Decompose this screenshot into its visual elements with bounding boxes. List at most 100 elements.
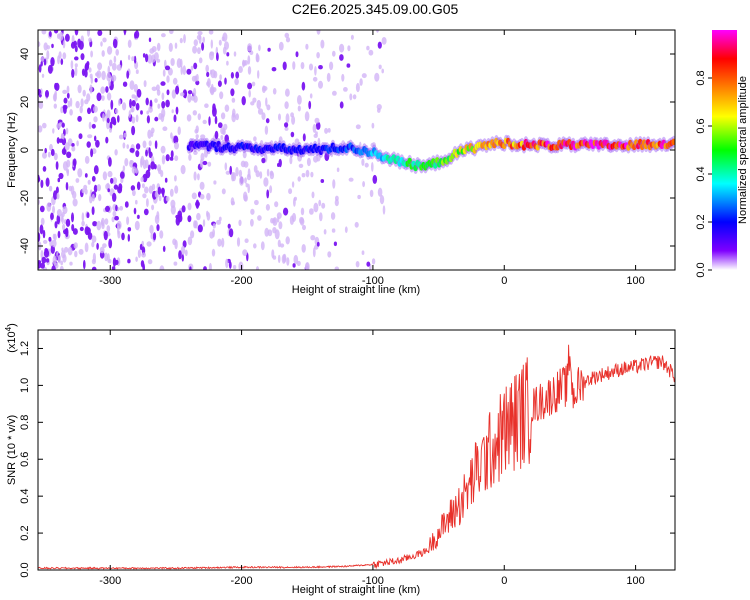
noise-speckle [332,50,336,57]
noise-speckle [169,30,174,35]
noise-speckle [335,195,339,202]
noise-speckle [56,123,62,129]
noise-speckle [247,66,252,75]
noise-speckle [56,209,62,217]
noise-speckle [84,64,88,72]
noise-speckle [129,147,135,153]
noise-speckle [212,223,216,229]
noise-speckle [71,143,75,147]
noise-speckle [207,78,211,88]
noise-speckle [74,250,78,258]
noise-speckle [122,81,128,87]
noise-speckle [262,86,268,91]
noise-speckle [79,226,84,232]
noise-speckle [105,136,109,144]
noise-speckle [38,261,42,269]
noise-speckle [60,133,65,140]
noise-speckle [66,151,72,159]
noise-speckle [175,106,179,115]
noise-speckle [177,126,181,135]
noise-speckle [381,37,387,45]
noise-speckle [219,74,222,81]
noise-speckle [344,226,348,233]
noise-speckle [180,245,186,256]
spectrogram-x-axis-label: Height of straight line (km) [292,284,420,296]
noise-speckle [169,188,174,197]
noise-speckle [171,89,177,99]
noise-speckle [129,160,133,165]
noise-speckle [228,228,234,238]
noise-speckle [319,212,323,222]
noise-speckle [224,162,228,171]
noise-speckle [332,179,336,189]
noise-speckle [316,241,320,247]
noise-speckle [161,101,166,109]
noise-speckle [174,142,179,150]
snr-multiplier-label: (x104) [4,323,18,353]
noise-speckle [250,208,255,215]
noise-speckle [284,126,289,131]
noise-speckle [40,262,45,269]
noise-speckle [278,221,283,230]
noise-speckle [146,110,149,115]
noise-speckle [293,196,297,201]
noise-speckle [105,86,109,93]
noise-speckle [108,79,111,87]
noise-speckle [223,123,228,131]
noise-speckle [187,202,192,211]
noise-speckle [51,43,54,49]
noise-speckle [174,239,178,250]
noise-speckle [174,185,179,194]
noise-speckle [214,115,218,125]
noise-speckle [84,188,88,195]
noise-speckle [43,42,48,51]
noise-speckle [238,66,243,73]
noise-speckle [179,37,183,44]
noise-speckle [126,216,130,225]
noise-speckle [52,255,57,265]
page-title: C2E6.2025.345.09.00.G05 [291,1,459,17]
noise-speckle [91,241,95,248]
noise-speckle [52,205,55,214]
noise-speckle [376,30,379,33]
noise-speckle [94,78,98,83]
noise-speckle [204,148,208,158]
noise-speckle [247,55,251,65]
noise-speckle [312,123,317,133]
noise-speckle [105,205,110,212]
noise-speckle [150,232,154,240]
noise-speckle [54,221,58,229]
noise-speckle [100,86,106,94]
noise-speckle [128,110,131,119]
noise-speckle [94,135,97,142]
noise-speckle [189,266,192,270]
noise-speckle [76,140,79,147]
noise-speckle [276,212,282,220]
noise-speckle [151,86,157,92]
noise-speckle [203,266,207,270]
noise-speckle [202,119,207,125]
noise-speckle [366,261,371,267]
noise-speckle [63,97,68,104]
noise-speckle [132,189,136,197]
noise-speckle [75,178,80,183]
noise-speckle [314,117,320,124]
noise-speckle [102,113,105,122]
noise-speckle [271,67,277,72]
signal-point [395,155,401,162]
noise-speckle [62,52,67,60]
noise-speckle [60,213,63,222]
x-tick-label: 0 [501,275,507,287]
noise-speckle [126,70,130,79]
x-tick-label: 0 [501,575,507,587]
noise-speckle [272,88,277,95]
noise-speckle [195,125,199,134]
noise-speckle [48,236,52,242]
noise-speckle [217,238,222,247]
y-tick-label: 40 [19,48,31,60]
signal-point [521,144,527,151]
noise-speckle [245,183,249,188]
noise-speckle [343,87,348,92]
noise-speckle [74,45,78,53]
noise-speckle [113,55,117,64]
